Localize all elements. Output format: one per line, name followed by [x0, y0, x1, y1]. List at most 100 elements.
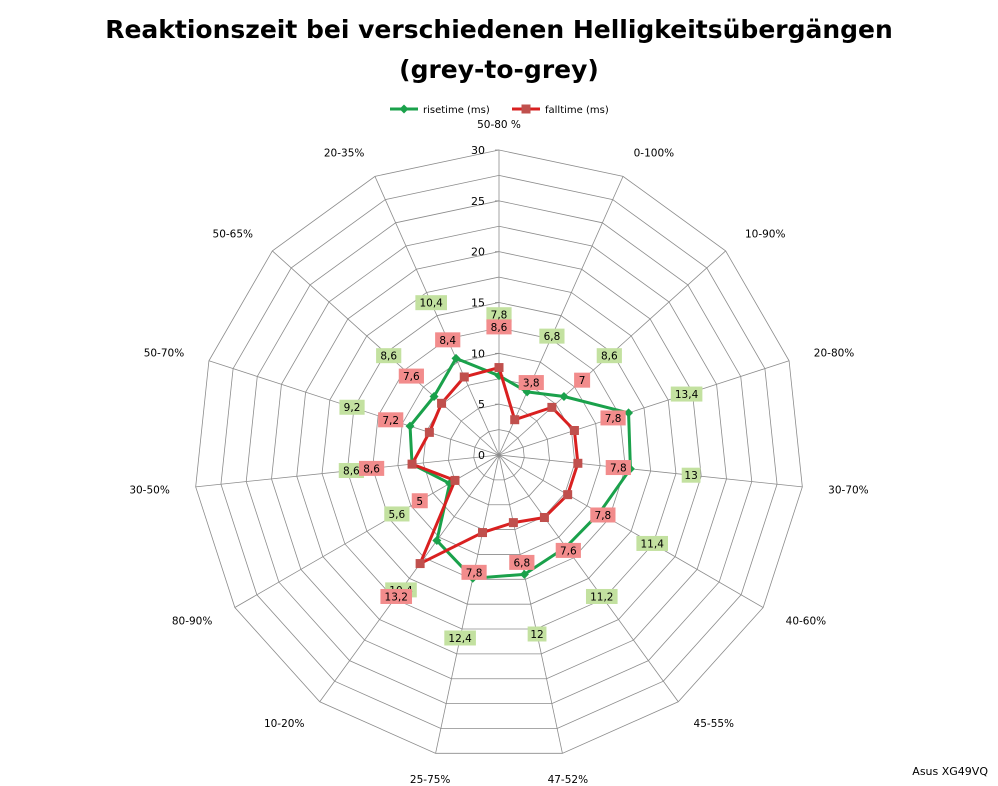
grid-ring	[397, 352, 601, 555]
series-line-risetime-ms	[408, 356, 632, 580]
data-label-box-falltime-ms-50-80	[486, 319, 512, 335]
data-label-box-risetime-ms-45-55	[585, 588, 618, 604]
grid-ring	[372, 327, 626, 580]
data-label-box-risetime-ms-47-52	[527, 626, 547, 642]
grid-ring	[346, 302, 652, 605]
data-label-box-risetime-ms-50-70	[339, 399, 365, 415]
data-label-falltime-ms-50-80: 8,6	[491, 322, 508, 334]
data-label-risetime-ms-45-55: 11,2	[590, 591, 613, 603]
grid-ring	[321, 276, 677, 630]
category-label-50-65: 50-65%	[213, 229, 254, 241]
point-risetime-ms-50-70	[405, 421, 415, 431]
grid-spoke	[319, 454, 500, 702]
data-label-box-falltime-ms-30-70	[605, 460, 631, 476]
data-label-box-falltime-ms-40-60	[590, 507, 616, 523]
data-label-falltime-ms-20-35: 8,4	[439, 335, 456, 347]
tick-label-10: 10	[471, 347, 485, 360]
category-label-40-60: 40-60%	[786, 616, 827, 628]
data-label-risetime-ms-20-35: 10,4	[419, 298, 443, 310]
data-label-risetime-ms-50-65: 8,6	[380, 351, 397, 363]
point-falltime-ms-30-50	[407, 459, 417, 469]
data-label-box-falltime-ms-0-100	[518, 375, 544, 391]
point-risetime-ms-47-52	[519, 569, 529, 579]
data-label-falltime-ms-50-70: 7,2	[382, 415, 399, 427]
data-label-risetime-ms-30-70: 13	[684, 470, 697, 482]
data-label-box-falltime-ms-25-75	[461, 564, 487, 580]
grid-ring	[448, 403, 550, 506]
data-label-box-falltime-ms-50-70	[378, 412, 404, 428]
point-falltime-ms-10-90	[547, 402, 557, 412]
category-label-30-50: 30-50%	[129, 485, 170, 497]
grid-spoke	[498, 360, 790, 456]
chart-title-line2: (grey-to-grey)	[399, 55, 599, 84]
category-label-80-90: 80-90%	[172, 616, 213, 628]
category-labels: 50-80 % 0-100% 10-90% 20-80% 30-70% 40-60% 45-…	[129, 119, 868, 786]
tick-label-30: 30	[471, 144, 485, 157]
category-label-10-90: 10-90%	[745, 229, 786, 241]
category-label-47-52: 47-52%	[548, 774, 589, 786]
legend-falltime-label: falltime (ms)	[545, 105, 609, 116]
grid-spoke	[498, 454, 764, 608]
grid-ring	[296, 251, 702, 655]
tick-label-0: 0	[478, 449, 485, 462]
category-label-50-80: 50-80 %	[477, 119, 521, 131]
tick-label-20: 20	[471, 246, 485, 259]
data-label-falltime-ms-30-70: 7,8	[610, 463, 627, 475]
data-label-risetime-ms-47-52: 12	[530, 629, 543, 641]
data-label-box-falltime-ms-80-90	[411, 493, 428, 509]
point-falltime-ms-10-20	[415, 559, 425, 569]
point-falltime-ms-47-52	[508, 518, 518, 528]
legend: risetime (ms) falltime (ms)	[390, 104, 609, 116]
grid-spoke	[498, 454, 679, 702]
category-label-45-55: 45-55%	[694, 718, 735, 730]
category-label-50-70: 50-70%	[144, 348, 185, 360]
data-label-box-risetime-ms-20-35	[415, 295, 447, 311]
data-label-box-risetime-ms-0-100	[539, 328, 565, 344]
point-falltime-ms-20-35	[459, 372, 469, 382]
data-label-box-risetime-ms-50-80	[486, 307, 512, 323]
point-falltime-ms-20-80	[569, 425, 579, 435]
series-line-falltime-ms	[410, 366, 580, 566]
data-label-box-risetime-ms-25-75	[444, 630, 476, 646]
point-risetime-ms-20-80	[624, 408, 634, 418]
grid-spoke	[435, 454, 500, 754]
data-labels: 7,8 6,8 8,6 13,4 13 11,4 11,2 12 12,4 10,4 5,6 8,6 9…	[338, 295, 703, 646]
grid-spoke	[498, 454, 563, 754]
point-risetime-ms-10-90	[559, 391, 569, 401]
data-label-falltime-ms-45-55: 7,6	[560, 545, 577, 557]
grid-ring	[195, 149, 803, 754]
data-label-box-falltime-ms-10-90	[574, 372, 591, 388]
tick-label-5: 5	[478, 398, 485, 411]
legend-item-risetime: risetime (ms)	[390, 104, 490, 116]
data-label-risetime-ms-50-70: 9,2	[344, 402, 361, 414]
category-label-20-80: 20-80%	[814, 348, 855, 360]
data-label-box-falltime-ms-10-20	[380, 588, 413, 604]
category-label-0-100: 0-100%	[634, 148, 675, 160]
data-label-falltime-ms-40-60: 7,8	[595, 510, 612, 522]
data-label-box-risetime-ms-40-60	[636, 535, 668, 551]
data-label-falltime-ms-10-20: 13,2	[385, 591, 408, 603]
grid-spoke	[374, 176, 500, 456]
data-label-box-falltime-ms-20-35	[435, 332, 461, 348]
data-label-box-risetime-ms-30-50	[338, 463, 364, 479]
chart-title-line1: Reaktionszeit bei verschiedenen Helligke…	[105, 15, 893, 44]
legend-falltime-marker	[521, 104, 531, 114]
tick-label-25: 25	[471, 195, 485, 208]
category-label-20-35: 20-35%	[324, 148, 365, 160]
point-falltime-ms-30-70	[573, 458, 583, 468]
data-label-falltime-ms-47-52: 6,8	[513, 557, 530, 569]
category-label-10-20: 10-20%	[264, 718, 305, 730]
radial-axis-ticks: 0 5 10 15 20 25 30	[471, 144, 499, 462]
point-falltime-ms-0-100	[510, 415, 520, 425]
grid-ring	[473, 429, 525, 481]
data-label-risetime-ms-80-90: 5,6	[389, 509, 406, 521]
data-label-falltime-ms-25-75: 7,8	[466, 567, 483, 579]
point-falltime-ms-80-90	[450, 475, 460, 485]
point-risetime-ms-20-35	[451, 353, 461, 363]
data-label-risetime-ms-10-90: 8,6	[601, 351, 618, 363]
grid-ring	[220, 175, 778, 729]
grid-ring	[271, 225, 727, 680]
data-label-box-falltime-ms-50-65	[398, 368, 424, 384]
point-falltime-ms-50-80	[494, 363, 504, 373]
